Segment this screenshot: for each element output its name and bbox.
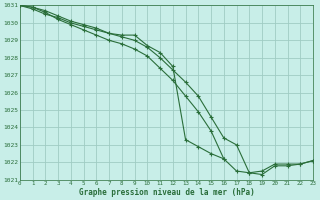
X-axis label: Graphe pression niveau de la mer (hPa): Graphe pression niveau de la mer (hPa)	[79, 188, 254, 197]
